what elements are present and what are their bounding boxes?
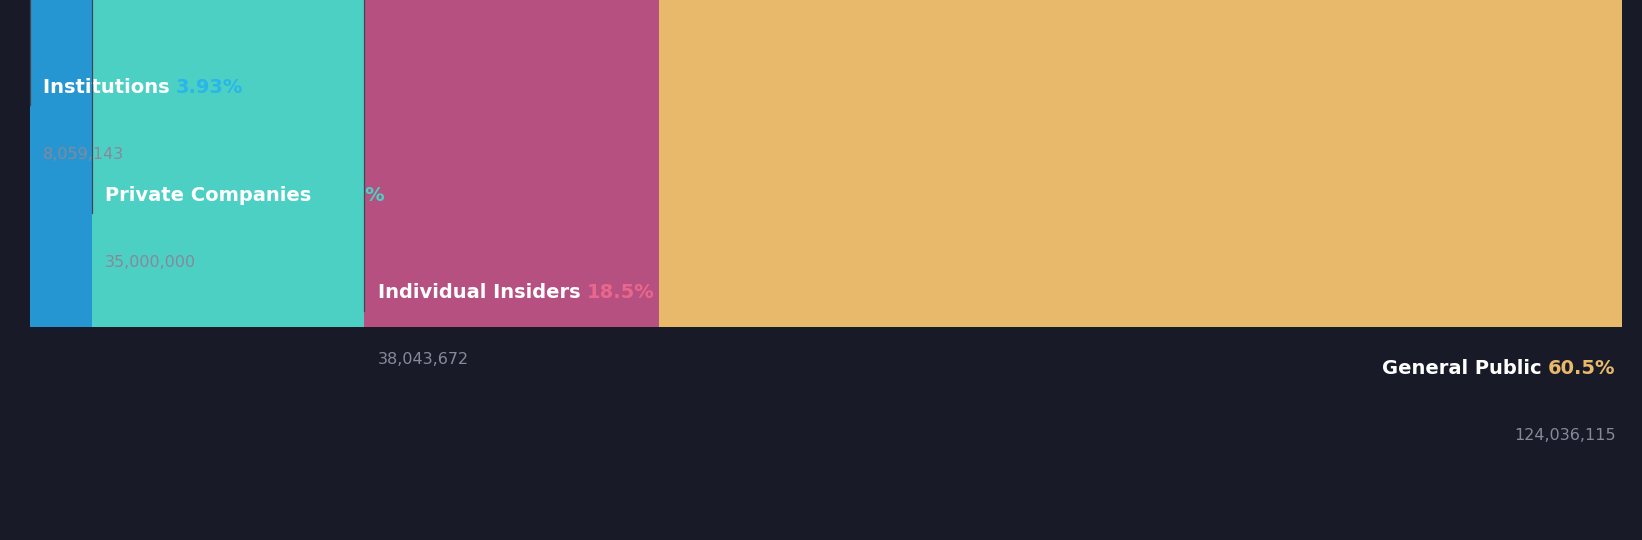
Bar [92, 0, 365, 327]
Text: 3.93%: 3.93% [176, 78, 243, 97]
Text: 8,059,143: 8,059,143 [43, 147, 123, 162]
Text: Individual Insiders: Individual Insiders [378, 284, 586, 302]
Bar [30, 0, 92, 327]
Text: 124,036,115: 124,036,115 [1514, 428, 1616, 443]
Text: 18.5%: 18.5% [586, 284, 655, 302]
Text: Private Companies: Private Companies [105, 186, 319, 205]
Text: General Public: General Public [1383, 359, 1548, 378]
Text: 35,000,000: 35,000,000 [105, 255, 197, 270]
Text: 38,043,672: 38,043,672 [378, 352, 468, 367]
Text: 17.1%: 17.1% [319, 186, 386, 205]
Bar [365, 0, 658, 327]
Text: Institutions: Institutions [43, 78, 176, 97]
Text: 60.5%: 60.5% [1548, 359, 1616, 378]
Bar [658, 0, 1622, 327]
